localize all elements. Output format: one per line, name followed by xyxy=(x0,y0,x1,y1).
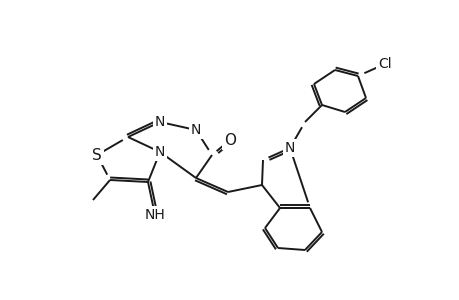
Text: N: N xyxy=(155,145,165,159)
Text: N: N xyxy=(284,141,295,155)
Text: NH: NH xyxy=(144,208,165,222)
Text: S: S xyxy=(92,148,101,163)
Text: Cl: Cl xyxy=(377,57,391,71)
Text: O: O xyxy=(224,133,235,148)
Text: N: N xyxy=(190,123,201,137)
Text: N: N xyxy=(155,115,165,129)
